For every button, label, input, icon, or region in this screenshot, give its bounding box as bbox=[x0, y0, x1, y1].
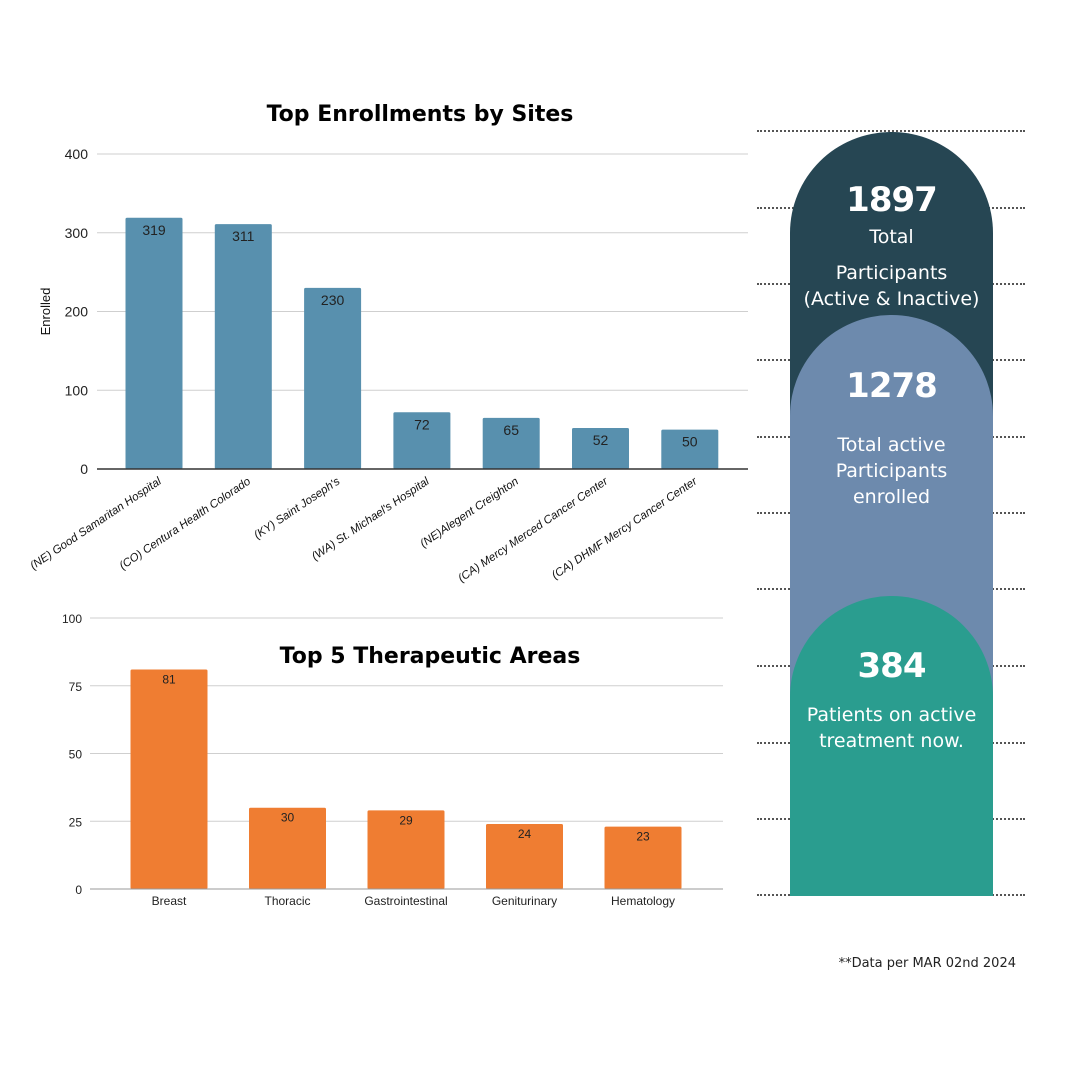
x-category-label: Hematology bbox=[611, 894, 675, 908]
chart-title-therapeutic: Top 5 Therapeutic Areas bbox=[279, 644, 581, 669]
chart-title-enrollments: Top Enrollments by Sites bbox=[266, 102, 574, 127]
y-tick-label: 100 bbox=[62, 612, 82, 626]
stat-treatment-line1: Patients on active bbox=[806, 704, 977, 726]
dotted-guide bbox=[757, 130, 1025, 132]
y-tick-label: 300 bbox=[65, 225, 89, 241]
y-tick-label: 400 bbox=[65, 146, 89, 162]
bar bbox=[393, 412, 451, 469]
data-label: 81 bbox=[162, 672, 176, 686]
data-label: 29 bbox=[399, 813, 413, 827]
bar bbox=[482, 417, 540, 469]
stat-total-value: 1897 bbox=[846, 180, 938, 220]
bar bbox=[304, 287, 362, 469]
stat-total-line2: Participants bbox=[835, 262, 948, 284]
stat-active-line3: enrolled bbox=[852, 486, 931, 508]
stat-treatment-value: 384 bbox=[857, 646, 927, 686]
data-label: 52 bbox=[593, 432, 609, 448]
stat-active-value: 1278 bbox=[846, 366, 938, 406]
stat-total-line3: (Active & Inactive) bbox=[803, 288, 980, 310]
data-label: 30 bbox=[281, 811, 295, 825]
x-category-label: Breast bbox=[152, 894, 187, 908]
data-label: 319 bbox=[142, 222, 166, 238]
stat-total-line1: Total bbox=[869, 226, 914, 248]
data-label: 311 bbox=[232, 228, 255, 244]
data-label: 230 bbox=[321, 292, 345, 308]
bar bbox=[249, 807, 326, 889]
data-label: 65 bbox=[503, 422, 519, 438]
stat-pill-treatment bbox=[790, 596, 993, 896]
y-axis-label: Enrolled bbox=[38, 288, 53, 336]
stat-treatment-line2: treatment now. bbox=[819, 730, 964, 752]
bar bbox=[572, 428, 629, 469]
bar bbox=[661, 429, 719, 469]
y-tick-label: 100 bbox=[65, 382, 89, 398]
x-category-label: (CA) Mercy Merced Cancer Center bbox=[456, 475, 611, 585]
x-category-label: Geniturinary bbox=[492, 894, 557, 908]
stat-active-line1: Total active bbox=[837, 434, 946, 456]
y-tick-label: 200 bbox=[65, 304, 89, 320]
data-label: 72 bbox=[414, 416, 430, 432]
bar bbox=[214, 224, 272, 469]
bar bbox=[604, 826, 682, 889]
x-category-label: (CA) DHMF Mercy Cancer Center bbox=[550, 475, 701, 582]
x-category-label: (KY) Saint Joseph's bbox=[252, 475, 342, 541]
data-label: 50 bbox=[682, 434, 698, 450]
stat-active-line2: Participants bbox=[835, 460, 948, 482]
data-footnote: **Data per MAR 02nd 2024 bbox=[838, 956, 1016, 971]
bar bbox=[130, 669, 208, 889]
data-label: 24 bbox=[518, 827, 532, 841]
y-tick-label: 0 bbox=[80, 461, 88, 477]
x-category-label: Thoracic bbox=[264, 894, 310, 908]
y-tick-label: 25 bbox=[69, 815, 83, 829]
x-category-label: Gastrointestinal bbox=[364, 894, 447, 908]
y-tick-label: 50 bbox=[69, 748, 83, 762]
y-tick-label: 75 bbox=[69, 680, 83, 694]
data-label: 23 bbox=[636, 830, 650, 844]
y-tick-label: 0 bbox=[75, 883, 82, 897]
bar bbox=[367, 810, 445, 889]
bar bbox=[125, 217, 183, 469]
x-category-label: (NE)Alegent Creighton bbox=[418, 476, 521, 551]
bar bbox=[486, 823, 563, 889]
